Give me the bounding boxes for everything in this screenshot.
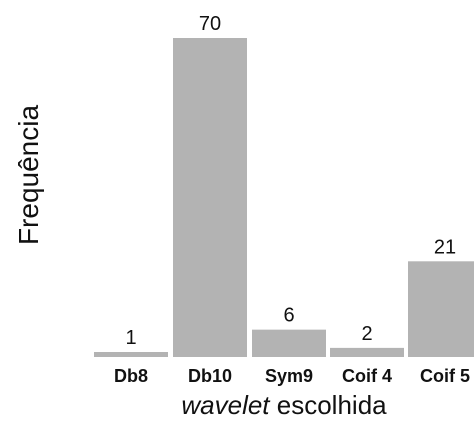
value-label-sym9: 6 xyxy=(283,305,294,327)
value-labels-group: 1 70 6 2 21 xyxy=(125,13,456,349)
x-tick-labels-group: Db8 Db10 Sym9 Coif 4 Coif 5 xyxy=(114,366,470,386)
bars-group xyxy=(94,38,474,357)
x-axis-label-rest: escolhida xyxy=(270,390,388,420)
value-label-db8: 1 xyxy=(125,327,136,349)
bar-coif-5 xyxy=(408,261,474,357)
x-axis-label-italic: wavelet xyxy=(181,390,271,420)
bar-coif-4 xyxy=(330,347,404,357)
x-tick-label-coif-5: Coif 5 xyxy=(420,366,470,386)
bar-db8 xyxy=(94,352,168,357)
x-tick-label-db8: Db8 xyxy=(114,366,148,386)
value-label-coif-4: 2 xyxy=(361,323,372,345)
x-axis-label: wavelet escolhida xyxy=(181,390,387,420)
x-tick-label-sym9: Sym9 xyxy=(265,366,313,386)
value-label-coif-5: 21 xyxy=(434,236,456,258)
bar-db10 xyxy=(173,38,247,357)
x-tick-label-db10: Db10 xyxy=(188,366,232,386)
x-tick-label-coif-4: Coif 4 xyxy=(342,366,392,386)
value-label-db10: 70 xyxy=(199,13,221,35)
bar-sym9 xyxy=(252,329,326,357)
y-axis-label: Frequência xyxy=(13,105,44,246)
